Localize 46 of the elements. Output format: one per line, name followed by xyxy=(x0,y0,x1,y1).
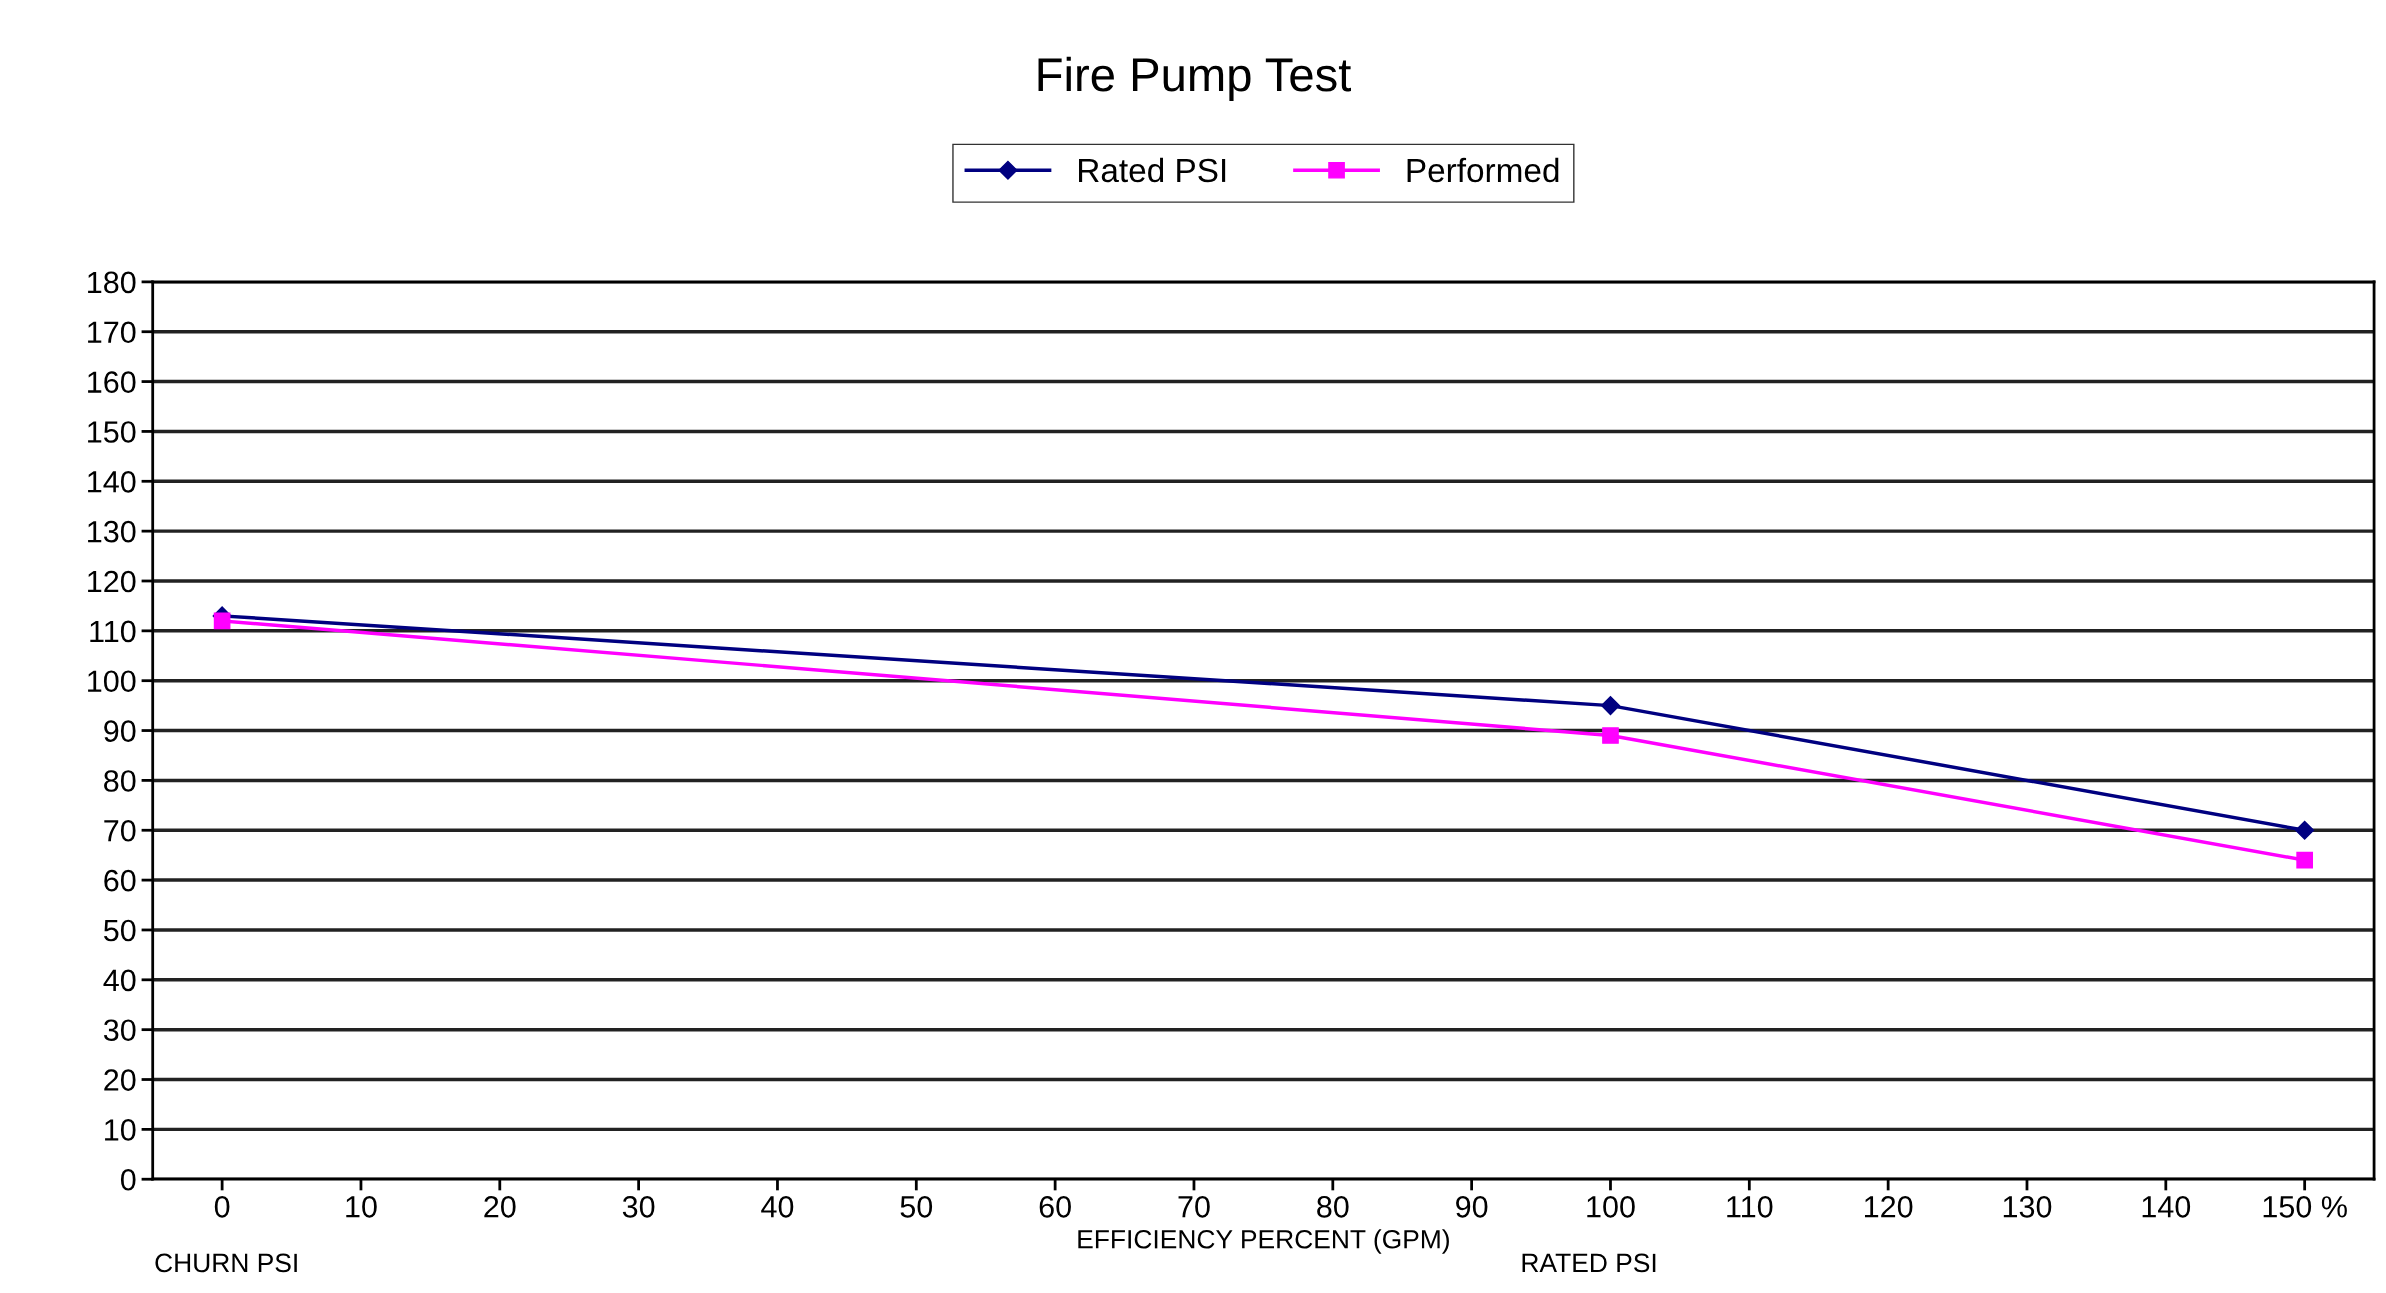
y-tick-label: 130 xyxy=(88,520,136,543)
x-tick-label: 0 xyxy=(214,1195,230,1218)
y-tick-label: 10 xyxy=(105,1119,136,1141)
x-axis-title: EFFICIENCY PERCENT (GPM) xyxy=(1078,1229,1449,1254)
y-tick-label: 150 xyxy=(88,421,136,443)
legend-label: Rated PSI xyxy=(1079,157,1226,183)
x-tick-label: 60 xyxy=(1039,1195,1071,1218)
x-tick-label: 40 xyxy=(761,1195,794,1218)
y-tick-label: 30 xyxy=(103,1019,136,1042)
y-tick-label: 170 xyxy=(88,321,136,344)
x-tick-label: 140 xyxy=(2142,1195,2191,1218)
point xyxy=(213,612,231,630)
point xyxy=(2295,820,2315,840)
y-tick-label: 40 xyxy=(103,969,136,992)
text: CHURN PSI xyxy=(155,1253,297,1273)
point xyxy=(1600,696,1621,716)
x-tick-label: 100 xyxy=(1587,1195,1635,1218)
y-tick-label: 90 xyxy=(104,720,136,742)
y-tick-label: 140 xyxy=(88,471,136,493)
legend-label: Performed xyxy=(1407,157,1559,183)
x-tick-label: 30 xyxy=(622,1195,655,1218)
y-tick-label: 100 xyxy=(88,670,136,693)
x-tick-label: 20 xyxy=(484,1195,516,1218)
point xyxy=(1602,727,1619,744)
y-tick-label: 110 xyxy=(90,620,136,643)
chart-title: Fire Pump Test xyxy=(1038,56,1351,101)
x-tick-label: 130 xyxy=(2003,1195,2052,1218)
x-tick-label: 10 xyxy=(346,1195,377,1218)
point xyxy=(2296,851,2313,869)
x-tick-label: 150 % xyxy=(2263,1195,2347,1218)
x-tick-label: 50 xyxy=(900,1195,933,1218)
x-tick-label: 90 xyxy=(1456,1195,1488,1218)
y-tick-label: 160 xyxy=(88,371,136,393)
x-tick-label: 120 xyxy=(1864,1195,1913,1218)
y-tick-label: 70 xyxy=(104,819,136,842)
x-tick-label: 110 xyxy=(1727,1195,1773,1218)
x-tick-label: 70 xyxy=(1178,1195,1210,1218)
y-tick-label: 60 xyxy=(104,869,136,892)
y-tick-label: 0 xyxy=(120,1168,136,1191)
text: RATED PSI xyxy=(1522,1253,1656,1273)
y-tick-label: 120 xyxy=(88,570,136,593)
y-tick-label: 20 xyxy=(104,1069,136,1091)
y-tick-label: 180 xyxy=(88,271,136,294)
x-tick-label: 80 xyxy=(1317,1195,1349,1218)
y-tick-label: 80 xyxy=(104,770,136,792)
y-tick-label: 50 xyxy=(103,919,136,942)
